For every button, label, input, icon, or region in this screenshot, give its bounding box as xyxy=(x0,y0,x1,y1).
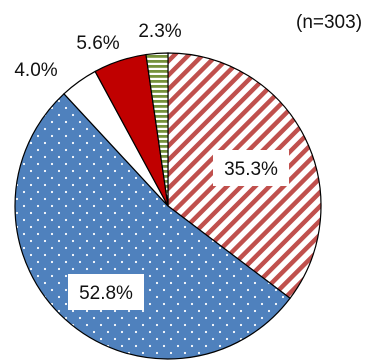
pie-slice xyxy=(145,52,169,207)
data-label: 5.6% xyxy=(76,33,119,54)
data-label: 4.0% xyxy=(14,60,57,81)
sample-size-annotation: (n=303) xyxy=(296,12,362,33)
data-label-box xyxy=(68,274,144,310)
data-label: 2.3% xyxy=(138,21,181,42)
data-label-box xyxy=(213,150,289,186)
pie-labels: 35.3% 52.8% 4.0% 5.6% 2.3% xyxy=(14,21,289,310)
data-label: 35.3% xyxy=(224,159,278,180)
data-label: 52.8% xyxy=(79,283,133,304)
pie-slices xyxy=(14,52,322,360)
